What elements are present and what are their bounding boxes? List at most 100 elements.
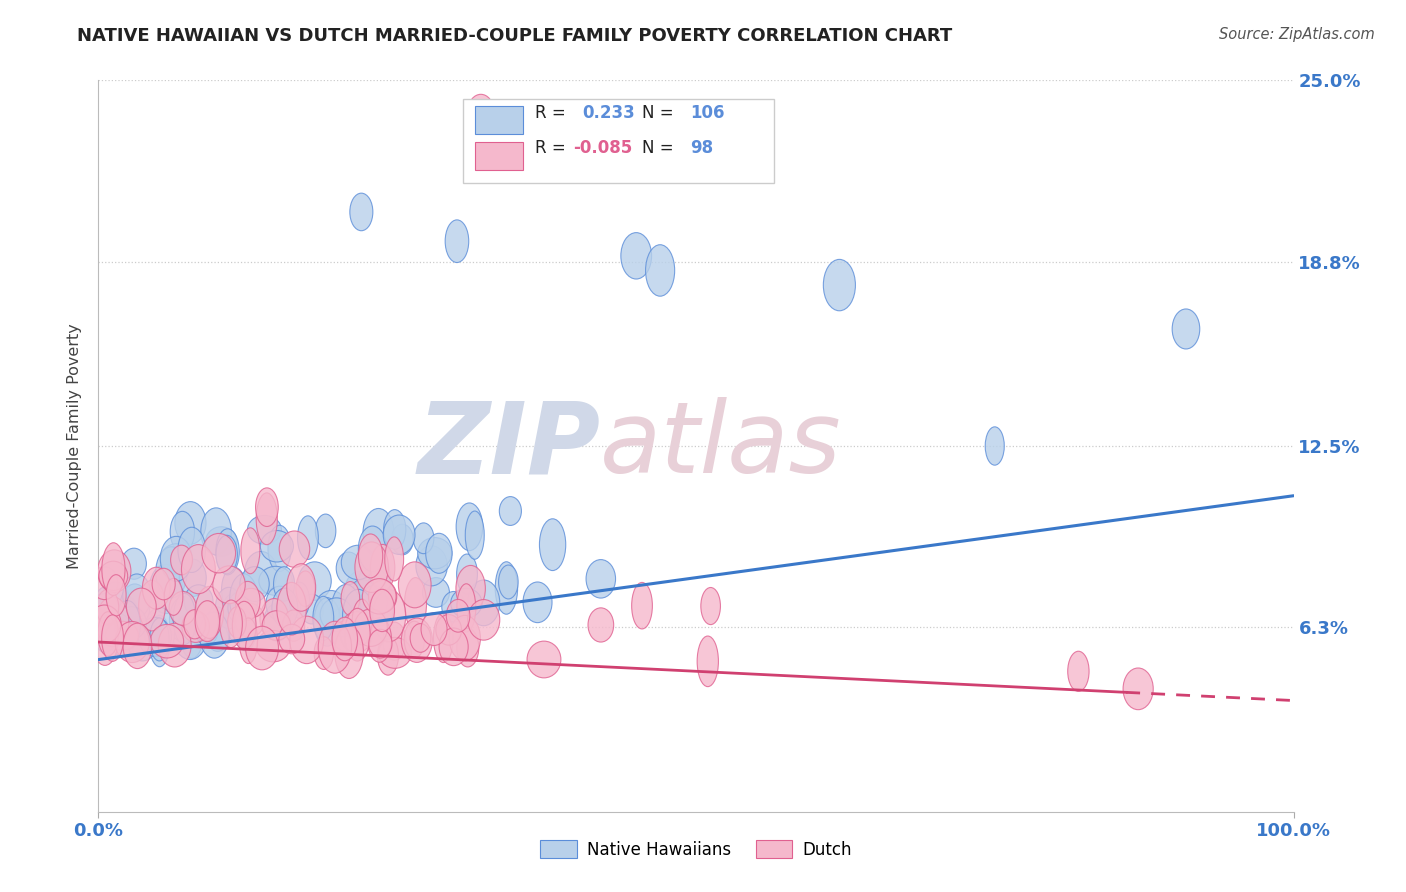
Ellipse shape	[1123, 668, 1153, 710]
Ellipse shape	[101, 613, 131, 641]
Ellipse shape	[523, 582, 553, 623]
Ellipse shape	[384, 515, 415, 555]
FancyBboxPatch shape	[463, 99, 773, 183]
Ellipse shape	[149, 615, 170, 666]
Ellipse shape	[200, 612, 229, 658]
Ellipse shape	[235, 582, 260, 620]
Ellipse shape	[436, 615, 461, 645]
Ellipse shape	[101, 615, 124, 661]
Ellipse shape	[354, 542, 388, 592]
Ellipse shape	[89, 605, 121, 643]
Ellipse shape	[263, 603, 291, 641]
Ellipse shape	[391, 524, 413, 555]
Ellipse shape	[160, 544, 193, 574]
Ellipse shape	[229, 574, 257, 624]
Ellipse shape	[205, 527, 238, 557]
Ellipse shape	[247, 516, 281, 544]
Ellipse shape	[225, 597, 250, 643]
Ellipse shape	[332, 617, 357, 661]
Ellipse shape	[262, 611, 291, 640]
Ellipse shape	[202, 533, 236, 573]
Ellipse shape	[173, 593, 195, 645]
Ellipse shape	[170, 545, 193, 574]
Ellipse shape	[256, 488, 278, 526]
Text: N =: N =	[643, 139, 679, 157]
Text: 98: 98	[690, 139, 713, 157]
Ellipse shape	[100, 582, 131, 626]
Ellipse shape	[149, 618, 169, 661]
Ellipse shape	[368, 555, 391, 606]
Ellipse shape	[222, 592, 252, 626]
Ellipse shape	[287, 564, 316, 611]
Ellipse shape	[367, 617, 391, 662]
Ellipse shape	[350, 194, 373, 231]
Ellipse shape	[413, 523, 434, 554]
Ellipse shape	[382, 622, 406, 660]
Ellipse shape	[173, 614, 207, 659]
Ellipse shape	[398, 562, 432, 607]
Ellipse shape	[405, 577, 426, 630]
Ellipse shape	[219, 600, 242, 648]
Ellipse shape	[449, 615, 481, 661]
Text: -0.085: -0.085	[572, 139, 633, 157]
Ellipse shape	[117, 607, 146, 640]
Ellipse shape	[433, 613, 453, 663]
Ellipse shape	[170, 511, 194, 552]
Text: N =: N =	[643, 104, 673, 122]
Ellipse shape	[150, 624, 184, 658]
Ellipse shape	[91, 615, 118, 665]
Ellipse shape	[169, 591, 197, 625]
Ellipse shape	[457, 554, 478, 594]
Ellipse shape	[631, 582, 652, 629]
Ellipse shape	[222, 567, 246, 612]
Ellipse shape	[370, 590, 395, 632]
Ellipse shape	[97, 549, 131, 592]
Ellipse shape	[127, 619, 157, 661]
Ellipse shape	[359, 526, 387, 572]
Ellipse shape	[1067, 651, 1090, 691]
Ellipse shape	[271, 588, 298, 628]
Ellipse shape	[342, 545, 374, 580]
Ellipse shape	[256, 493, 277, 545]
Ellipse shape	[451, 589, 482, 618]
Ellipse shape	[174, 501, 207, 544]
Ellipse shape	[96, 590, 118, 624]
Ellipse shape	[446, 599, 470, 632]
Ellipse shape	[228, 607, 246, 638]
Ellipse shape	[96, 597, 129, 647]
Ellipse shape	[138, 617, 172, 657]
Legend: Native Hawaiians, Dutch: Native Hawaiians, Dutch	[533, 833, 859, 865]
Ellipse shape	[269, 525, 291, 572]
Ellipse shape	[197, 600, 218, 640]
Ellipse shape	[236, 589, 266, 618]
Ellipse shape	[350, 580, 377, 615]
Ellipse shape	[588, 607, 613, 642]
Ellipse shape	[411, 624, 430, 652]
Ellipse shape	[127, 588, 156, 625]
Ellipse shape	[621, 233, 651, 279]
Ellipse shape	[416, 546, 447, 586]
Ellipse shape	[101, 542, 125, 596]
Ellipse shape	[457, 583, 475, 632]
Ellipse shape	[212, 566, 245, 604]
Ellipse shape	[149, 565, 183, 614]
Ellipse shape	[165, 578, 183, 615]
Ellipse shape	[232, 601, 256, 649]
Ellipse shape	[152, 568, 176, 599]
Ellipse shape	[290, 616, 323, 664]
Text: 0.233: 0.233	[582, 104, 636, 122]
Ellipse shape	[280, 531, 309, 567]
Ellipse shape	[426, 533, 453, 574]
Ellipse shape	[181, 611, 209, 642]
Ellipse shape	[314, 637, 333, 670]
Ellipse shape	[384, 509, 406, 549]
Ellipse shape	[120, 584, 149, 631]
Ellipse shape	[195, 600, 219, 641]
Ellipse shape	[204, 607, 231, 651]
Ellipse shape	[180, 609, 204, 658]
Bar	[475, 106, 523, 134]
Ellipse shape	[195, 613, 218, 646]
Ellipse shape	[93, 587, 115, 640]
Ellipse shape	[339, 599, 367, 631]
Ellipse shape	[259, 566, 292, 595]
